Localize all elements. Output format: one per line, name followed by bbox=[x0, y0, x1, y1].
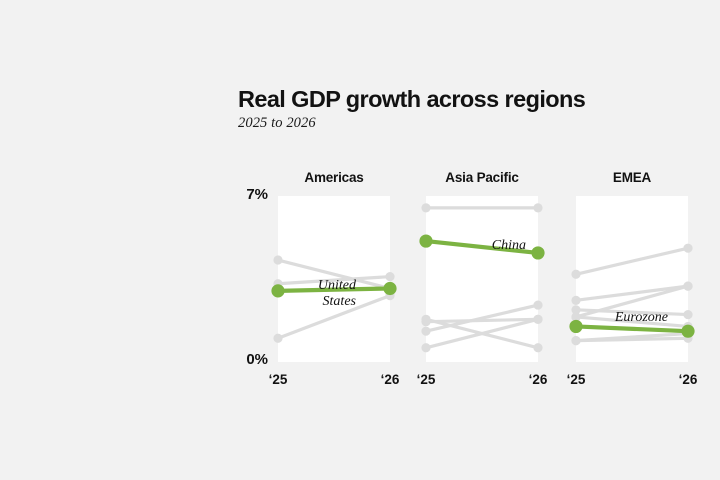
series-point-muted bbox=[533, 203, 543, 213]
series-point-highlight[interactable] bbox=[419, 234, 433, 248]
series-point-muted bbox=[533, 300, 543, 310]
y-axis-min-label: 0% bbox=[246, 351, 268, 368]
x-tick-label: ‘26 bbox=[528, 372, 548, 387]
x-tick-label: ‘26 bbox=[380, 372, 400, 387]
series-line-muted bbox=[574, 336, 690, 343]
series-point-muted bbox=[421, 203, 431, 213]
chart-title: Real GDP growth across regions bbox=[238, 86, 586, 112]
series-line-muted bbox=[276, 258, 392, 291]
chart-header: Real GDP growth across regions 2025 to 2… bbox=[238, 86, 698, 132]
x-tick-label: ‘25 bbox=[416, 372, 436, 387]
y-axis-max-label: 7% bbox=[246, 186, 268, 203]
series-point-muted bbox=[571, 269, 581, 279]
series-point-muted bbox=[571, 336, 581, 346]
series-point-muted bbox=[683, 243, 693, 253]
series-point-highlight[interactable] bbox=[681, 324, 695, 338]
series-line-highlight[interactable] bbox=[423, 238, 541, 256]
x-tick-label: ‘25 bbox=[268, 372, 288, 387]
x-tick-label: ‘25 bbox=[566, 372, 586, 387]
panel-background bbox=[426, 196, 538, 362]
series-line-highlight[interactable] bbox=[573, 324, 691, 334]
series-point-muted bbox=[273, 255, 283, 265]
panel-title-asia-pacific: Asia Pacific bbox=[445, 170, 519, 185]
series-point-muted bbox=[385, 272, 395, 282]
series-line-highlight[interactable] bbox=[275, 286, 393, 293]
series-point-highlight[interactable] bbox=[271, 284, 285, 298]
series-point-muted bbox=[421, 314, 431, 324]
chart-panel-asia-pacific bbox=[419, 196, 545, 362]
series-point-highlight[interactable] bbox=[383, 281, 397, 296]
series-line-muted bbox=[424, 317, 540, 350]
series-point-muted bbox=[533, 314, 543, 324]
series-line-muted bbox=[424, 303, 540, 333]
series-point-muted bbox=[421, 343, 431, 353]
series-line-muted bbox=[574, 246, 690, 276]
series-line-muted bbox=[574, 284, 690, 319]
series-point-muted bbox=[571, 312, 581, 322]
series-point-muted bbox=[273, 333, 283, 343]
panel-title-americas: Americas bbox=[304, 170, 364, 185]
panel-title-emea: EMEA bbox=[612, 170, 652, 185]
series-point-muted bbox=[683, 281, 693, 291]
series-line-muted bbox=[574, 315, 690, 329]
series-point-muted bbox=[421, 326, 431, 336]
series-line-muted bbox=[276, 275, 392, 286]
series-point-muted bbox=[533, 343, 543, 353]
series-point-highlight[interactable] bbox=[569, 319, 583, 334]
series-line-muted bbox=[574, 284, 690, 302]
x-tick-label: ‘26 bbox=[678, 372, 698, 387]
chart-subtitle: 2025 to 2026 bbox=[238, 115, 316, 132]
series-point-highlight[interactable] bbox=[531, 246, 545, 260]
chart-panel-americas bbox=[271, 196, 397, 362]
series-line-muted bbox=[424, 317, 540, 324]
series-point-muted bbox=[683, 309, 693, 320]
series-point-muted bbox=[571, 305, 581, 315]
series-point-muted bbox=[571, 295, 581, 305]
chart-panel-emea bbox=[569, 196, 695, 362]
series-line-muted bbox=[276, 294, 392, 340]
